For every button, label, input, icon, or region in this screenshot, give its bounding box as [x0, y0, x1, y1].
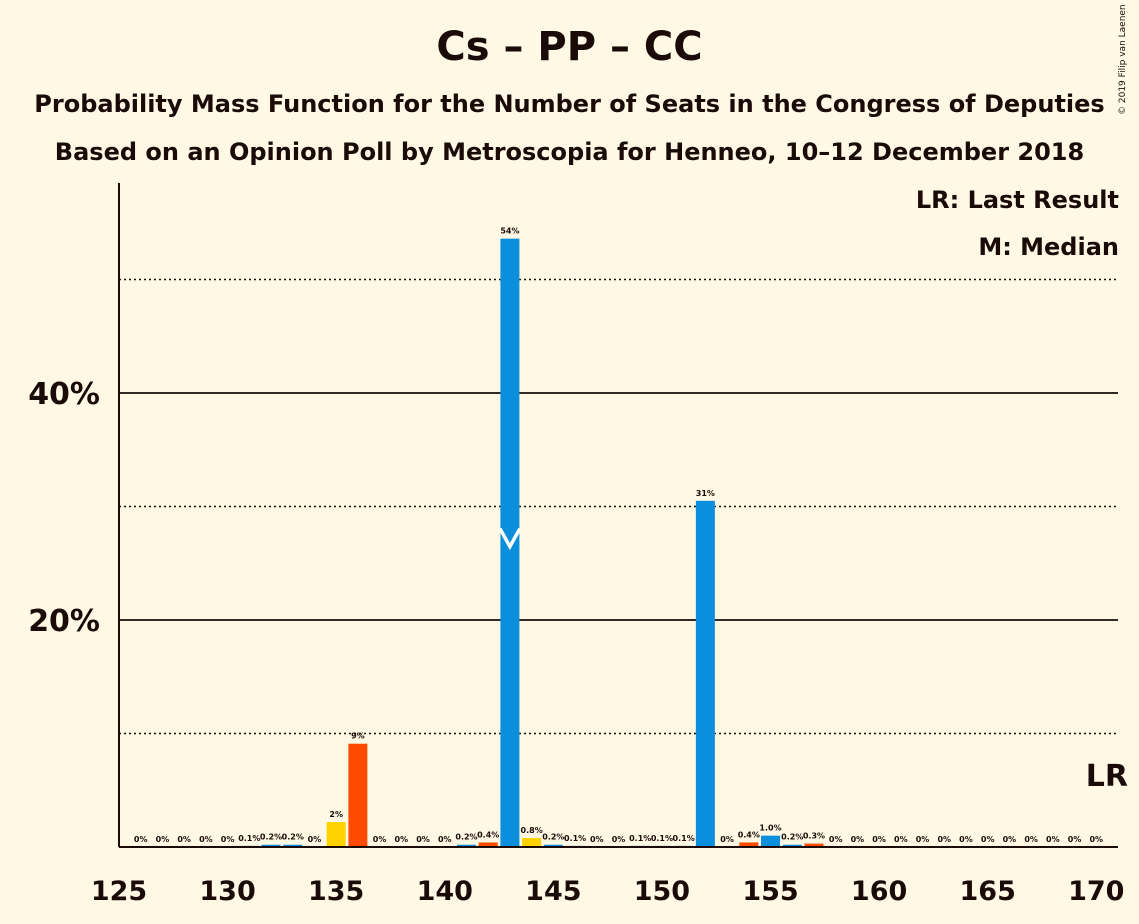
bar-label: 0% — [1089, 835, 1103, 844]
x-tick-label: 145 — [525, 876, 581, 907]
bar-seat-132 — [261, 844, 281, 847]
bar-label: 0.8% — [521, 826, 543, 835]
x-tick-label: 150 — [634, 876, 690, 907]
chart-subtitle: Probability Mass Function for the Number… — [34, 90, 1105, 118]
bar-label: 0% — [416, 835, 430, 844]
bar-label: 0% — [199, 835, 213, 844]
bar-label: 0% — [829, 835, 843, 844]
bar-seat-143 — [500, 238, 520, 847]
bar-seat-145 — [543, 844, 563, 847]
bar-label: 0% — [395, 835, 409, 844]
bar-seat-133 — [283, 844, 303, 847]
legend-last-result: LR: Last Result — [915, 186, 1119, 214]
bar-label: 0.2% — [282, 833, 304, 842]
bar-seat-157 — [804, 843, 824, 847]
x-tick-label: 125 — [91, 876, 147, 907]
bar-label: 0% — [1024, 835, 1038, 844]
y-tick-label: 40% — [28, 377, 100, 412]
bar-seat-136 — [348, 743, 368, 847]
x-tick-label: 170 — [1068, 876, 1124, 907]
bar-label: 0.1% — [629, 834, 651, 843]
bar-label: 0% — [937, 835, 951, 844]
bar-label: 0.3% — [803, 832, 825, 841]
bar-label: 0% — [221, 835, 235, 844]
bar-label: 0% — [720, 835, 734, 844]
bar-label: 0% — [438, 835, 452, 844]
bar-label: 1.0% — [759, 824, 781, 833]
bar-label: 0% — [308, 835, 322, 844]
bar-seat-152 — [695, 500, 715, 847]
bar-label: 0% — [1068, 835, 1082, 844]
bar-label: 0.1% — [238, 834, 260, 843]
bar-seat-144 — [522, 837, 542, 847]
bar-label: 0.2% — [542, 833, 564, 842]
bar-seat-154 — [739, 842, 759, 847]
bar-label: 0% — [156, 835, 170, 844]
bar-label: 0% — [872, 835, 886, 844]
bar-label: 0% — [916, 835, 930, 844]
bar-label: 0.1% — [651, 834, 673, 843]
bar-seat-141 — [456, 844, 476, 847]
x-tick-label: 165 — [960, 876, 1016, 907]
bar-label: 0% — [177, 835, 191, 844]
bar-label: 9% — [351, 732, 365, 741]
x-tick-label: 155 — [742, 876, 798, 907]
last-result-label: LR — [1086, 759, 1128, 794]
bar-label: 0% — [981, 835, 995, 844]
legend-median: M: Median — [978, 233, 1119, 261]
bar-label: 2% — [329, 810, 343, 819]
bar-label: 0% — [373, 835, 387, 844]
bar-label: 0.2% — [781, 833, 803, 842]
bar-label: 0.4% — [738, 830, 760, 839]
bar-label: 0% — [894, 835, 908, 844]
bar-seat-142 — [478, 842, 498, 847]
x-tick-label: 140 — [417, 876, 473, 907]
bar-label: 0% — [590, 835, 604, 844]
bar-label: 0.2% — [260, 833, 282, 842]
bar-label: 54% — [500, 227, 519, 236]
bar-label: 0% — [851, 835, 865, 844]
bar-label: 31% — [696, 489, 715, 498]
bar-seat-155 — [761, 835, 781, 847]
bar-label: 0% — [1003, 835, 1017, 844]
chart-source-line: Based on an Opinion Poll by Metroscopia … — [54, 138, 1085, 166]
bar-label: 0% — [959, 835, 973, 844]
y-tick-label: 20% — [28, 604, 100, 639]
bar-seat-135 — [326, 822, 346, 847]
bar-label: 0.1% — [673, 834, 695, 843]
median-marker — [498, 527, 522, 551]
bar-label: 0.4% — [477, 830, 499, 839]
x-tick-label: 135 — [308, 876, 364, 907]
bar-label: 0.2% — [455, 833, 477, 842]
x-tick-label: 160 — [851, 876, 907, 907]
bar-label: 0% — [134, 835, 148, 844]
bar-seat-156 — [782, 844, 802, 847]
chart-title: Cs – PP – CC — [436, 24, 703, 70]
bar-label: 0% — [612, 835, 626, 844]
x-tick-label: 130 — [199, 876, 255, 907]
bar-label: 0% — [1046, 835, 1060, 844]
bar-label: 0.1% — [564, 834, 586, 843]
